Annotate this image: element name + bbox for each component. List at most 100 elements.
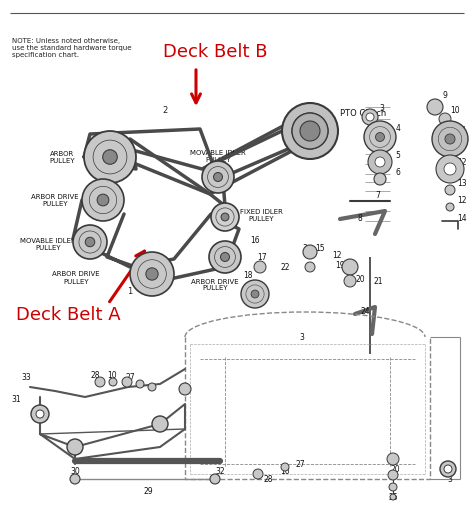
Text: 11: 11 [457, 125, 467, 134]
Text: 25: 25 [388, 492, 398, 501]
Text: 33: 33 [21, 373, 31, 382]
Text: 12: 12 [332, 250, 342, 259]
Circle shape [251, 290, 259, 298]
Circle shape [179, 383, 191, 395]
Circle shape [364, 122, 396, 154]
Circle shape [388, 470, 398, 480]
Circle shape [282, 104, 338, 160]
Text: 8: 8 [357, 213, 363, 222]
Circle shape [202, 162, 234, 193]
Text: 30: 30 [70, 467, 80, 476]
Circle shape [103, 150, 117, 165]
Text: 6: 6 [396, 167, 401, 176]
Text: PTO Clutch: PTO Clutch [340, 108, 386, 117]
Circle shape [344, 275, 356, 287]
Text: ARBOR DRIVE
PULLEY: ARBOR DRIVE PULLEY [52, 271, 100, 284]
Circle shape [444, 465, 452, 473]
Text: 9: 9 [443, 90, 447, 99]
Circle shape [390, 494, 396, 500]
Circle shape [148, 383, 156, 391]
Circle shape [446, 204, 454, 212]
Text: 28: 28 [263, 475, 273, 484]
Circle shape [374, 174, 386, 186]
Text: 12: 12 [457, 157, 467, 166]
Text: 19: 19 [335, 260, 345, 269]
Circle shape [209, 241, 241, 274]
Circle shape [146, 268, 158, 281]
Circle shape [36, 410, 44, 418]
Circle shape [375, 158, 385, 168]
Text: 17: 17 [257, 252, 267, 261]
Circle shape [221, 214, 229, 222]
Text: 4: 4 [396, 123, 401, 132]
Text: 18: 18 [243, 270, 253, 279]
Circle shape [70, 474, 80, 484]
Text: 29: 29 [143, 486, 153, 495]
Text: 28: 28 [90, 370, 100, 379]
Text: 1: 1 [128, 287, 133, 296]
Circle shape [152, 416, 168, 432]
Text: MOVABLE IDLER
PULLEY: MOVABLE IDLER PULLEY [20, 237, 76, 250]
Text: 3: 3 [300, 333, 304, 342]
Text: 5: 5 [347, 275, 353, 284]
Text: 15: 15 [315, 243, 325, 252]
Circle shape [85, 238, 95, 247]
Circle shape [440, 461, 456, 477]
Text: 3: 3 [380, 104, 384, 112]
Circle shape [305, 263, 315, 273]
Circle shape [97, 195, 109, 207]
Circle shape [368, 150, 392, 175]
Text: 22: 22 [280, 263, 290, 272]
Text: 3: 3 [447, 475, 453, 484]
Text: 10: 10 [450, 105, 460, 114]
Text: 24: 24 [360, 307, 370, 316]
Text: 10: 10 [107, 370, 117, 379]
Circle shape [84, 132, 136, 184]
Text: ARBOR DRIVE
PULLEY: ARBOR DRIVE PULLEY [31, 193, 79, 206]
Circle shape [444, 164, 456, 176]
Circle shape [254, 262, 266, 274]
Text: Deck Belt B: Deck Belt B [163, 43, 267, 61]
Circle shape [211, 204, 239, 231]
Circle shape [122, 377, 132, 387]
Circle shape [210, 474, 220, 484]
Circle shape [253, 469, 263, 479]
Text: 10: 10 [280, 467, 290, 476]
Text: 27: 27 [295, 460, 305, 469]
Text: MOVABLE IDLER
PULLEY: MOVABLE IDLER PULLEY [190, 149, 246, 162]
Circle shape [31, 405, 49, 423]
Text: FIXED IDLER
PULLEY: FIXED IDLER PULLEY [240, 208, 283, 221]
Circle shape [109, 378, 117, 386]
Circle shape [300, 122, 320, 142]
Circle shape [427, 100, 443, 116]
Text: 20: 20 [355, 275, 365, 284]
Circle shape [375, 133, 384, 142]
Circle shape [67, 439, 83, 455]
Circle shape [213, 173, 222, 182]
Text: ARBOR
PULLEY: ARBOR PULLEY [49, 150, 75, 163]
Text: 12: 12 [457, 195, 467, 204]
Circle shape [73, 226, 107, 260]
Circle shape [362, 110, 378, 126]
Circle shape [220, 253, 229, 262]
Text: NOTE: Unless noted otherwise,
use the standard hardware torque
specification cha: NOTE: Unless noted otherwise, use the st… [12, 38, 131, 58]
Circle shape [241, 280, 269, 309]
Text: 23: 23 [247, 290, 257, 299]
Circle shape [130, 252, 174, 296]
Circle shape [445, 135, 455, 145]
Text: 20: 20 [390, 465, 400, 474]
Text: ARBOR DRIVE
PULLEY: ARBOR DRIVE PULLEY [191, 278, 239, 291]
Text: 13: 13 [457, 178, 467, 187]
Circle shape [342, 260, 358, 275]
Text: 32: 32 [215, 467, 225, 476]
Text: 5: 5 [396, 150, 401, 159]
Circle shape [136, 380, 144, 388]
Text: 7: 7 [375, 190, 381, 199]
Circle shape [445, 186, 455, 195]
Circle shape [95, 377, 105, 387]
Text: 27: 27 [125, 373, 135, 382]
Circle shape [292, 114, 328, 149]
Circle shape [432, 122, 468, 158]
Circle shape [302, 124, 318, 139]
Circle shape [439, 114, 451, 126]
